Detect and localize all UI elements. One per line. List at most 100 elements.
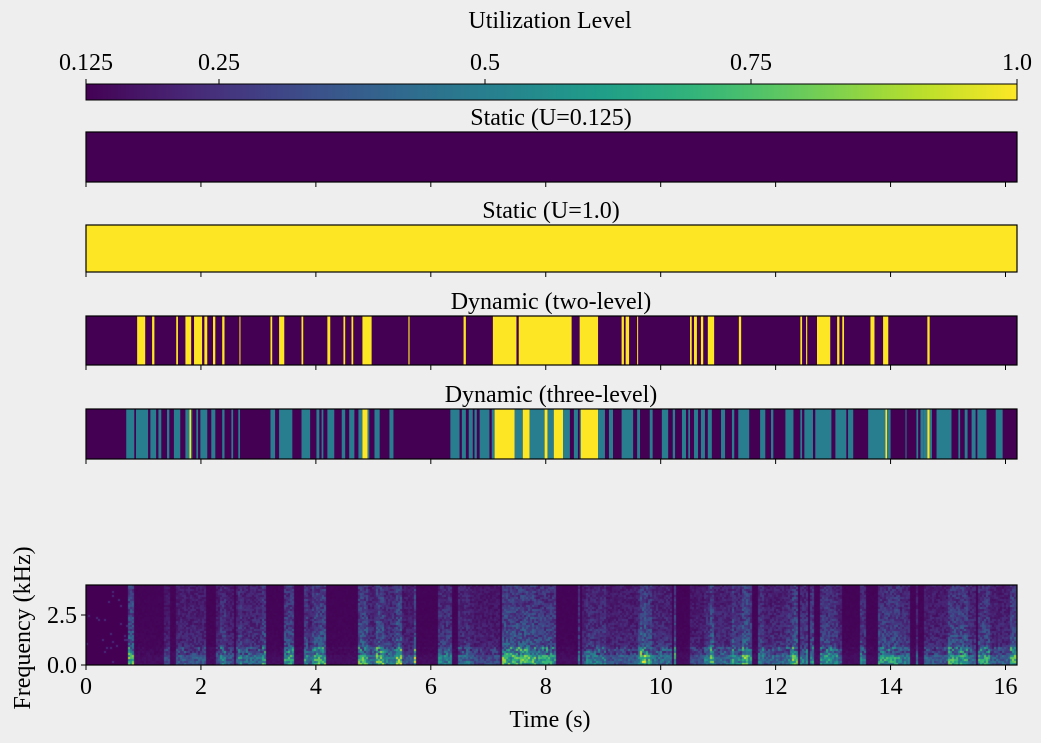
utilization-segment bbox=[883, 316, 889, 365]
colorbar-tick-label: 0.75 bbox=[730, 50, 772, 76]
utilization-segment bbox=[625, 316, 630, 365]
utilization-segment bbox=[929, 409, 932, 459]
utilization-segment bbox=[806, 316, 808, 365]
utilization-segment bbox=[450, 409, 460, 459]
utilization-segment bbox=[920, 409, 924, 459]
utilization-segment bbox=[598, 409, 605, 459]
panels: Static (U=0.125) Static (U=1.0) Dynamic (t… bbox=[85, 105, 1018, 464]
utilization-segment bbox=[461, 409, 466, 459]
panel-1: Static (U=0.125) bbox=[85, 105, 1018, 187]
utilization-segment bbox=[327, 316, 331, 365]
utilization-segment bbox=[580, 409, 599, 459]
x-tick-label: 6 bbox=[425, 674, 437, 700]
utilization-segment bbox=[279, 316, 285, 365]
utilization-segment bbox=[518, 316, 572, 365]
utilization-segment bbox=[694, 409, 699, 459]
utilization-segment bbox=[927, 316, 930, 365]
utilization-segment bbox=[468, 409, 473, 459]
utilization-segment bbox=[923, 409, 928, 459]
panel-title: Static (U=1.0) bbox=[482, 198, 620, 224]
utilization-segment bbox=[189, 409, 192, 459]
utilization-segment bbox=[137, 316, 146, 365]
utilization-segment bbox=[707, 316, 715, 365]
x-tick-label: 12 bbox=[764, 674, 788, 700]
utilization-segment bbox=[167, 409, 170, 459]
utilization-segment bbox=[621, 409, 634, 459]
utilization-segment bbox=[553, 409, 563, 459]
utilization-segment bbox=[690, 316, 692, 365]
utilization-segment bbox=[522, 409, 530, 459]
utilization-segment bbox=[231, 409, 234, 459]
utilization-segment bbox=[222, 409, 225, 459]
utilization-segment bbox=[672, 409, 676, 459]
utilization-segment bbox=[694, 316, 697, 365]
panel-2: Static (U=1.0) bbox=[85, 198, 1018, 277]
utilization-segment bbox=[362, 409, 368, 459]
spectrogram-frame bbox=[85, 584, 1018, 666]
utilization-segment bbox=[700, 409, 705, 459]
x-tick-label: 2 bbox=[195, 674, 207, 700]
utilization-segment bbox=[514, 409, 523, 459]
x-axis-label: Time (s) bbox=[509, 707, 590, 733]
colorbar-label: Utilization Level bbox=[468, 8, 632, 34]
utilization-segment bbox=[621, 316, 624, 365]
utilization-segment bbox=[408, 316, 410, 365]
utilization-segment bbox=[185, 409, 190, 459]
utilization-segment bbox=[815, 409, 832, 459]
utilization-segment bbox=[817, 316, 831, 365]
panel-frame bbox=[85, 408, 1018, 460]
utilization-segment bbox=[135, 409, 149, 459]
utilization-segment bbox=[547, 409, 554, 459]
utilization-segment bbox=[158, 409, 162, 459]
utilization-segment bbox=[995, 409, 1003, 459]
y-axis-label: Frequency (kHz) bbox=[10, 546, 36, 709]
spectrogram-axes: 0 2 4 6 8 10 12 14 16 0.0 2.5 bbox=[47, 603, 1018, 700]
panel-4: Dynamic (three-level) bbox=[85, 382, 1018, 464]
utilization-segment bbox=[279, 409, 293, 459]
utilization-segment bbox=[721, 409, 726, 459]
utilization-segment bbox=[544, 409, 548, 459]
colorbar bbox=[85, 83, 1018, 101]
utilization-segment bbox=[270, 316, 273, 365]
utilization-segment bbox=[637, 316, 639, 365]
utilization-segment bbox=[176, 316, 178, 365]
utilization-segment bbox=[760, 409, 766, 459]
utilization-segment bbox=[661, 409, 669, 459]
utilization-segment bbox=[196, 409, 199, 459]
panel-background bbox=[86, 225, 1017, 272]
utilization-segment bbox=[152, 316, 155, 365]
x-tick-label: 4 bbox=[310, 674, 322, 700]
utilization-segment bbox=[367, 409, 370, 459]
utilization-segment bbox=[479, 409, 490, 459]
utilization-segment bbox=[529, 409, 545, 459]
utilization-segment bbox=[649, 409, 653, 459]
utilization-segment bbox=[173, 409, 181, 459]
utilization-segment bbox=[804, 409, 813, 459]
utilization-segment bbox=[835, 409, 847, 459]
utilization-segment bbox=[885, 409, 888, 459]
panel-frame bbox=[85, 315, 1018, 366]
utilization-segment bbox=[389, 409, 394, 459]
utilization-segment bbox=[191, 409, 193, 459]
panel-frame bbox=[85, 224, 1018, 273]
utilization-segment bbox=[301, 316, 304, 365]
utilization-segment bbox=[837, 316, 840, 365]
utilization-segment bbox=[562, 409, 570, 459]
utilization-segment bbox=[771, 409, 774, 459]
x-tick-label: 8 bbox=[540, 674, 552, 700]
spectrogram bbox=[85, 584, 1018, 666]
utilization-segment bbox=[211, 409, 216, 459]
utilization-segment bbox=[301, 409, 311, 459]
y-tick-label: 0.0 bbox=[47, 653, 77, 679]
panel-background bbox=[86, 132, 1017, 182]
x-tick-label: 16 bbox=[994, 674, 1018, 700]
utilization-segment bbox=[681, 409, 686, 459]
x-tick-label: 14 bbox=[879, 674, 903, 700]
utilization-segment bbox=[738, 316, 742, 365]
utilization-segment bbox=[731, 409, 735, 459]
utilization-segment bbox=[579, 316, 599, 365]
utilization-segment bbox=[327, 409, 335, 459]
colorbar-tick-label: 0.5 bbox=[470, 50, 500, 76]
utilization-segment bbox=[239, 316, 241, 365]
utilization-segment bbox=[977, 409, 987, 459]
